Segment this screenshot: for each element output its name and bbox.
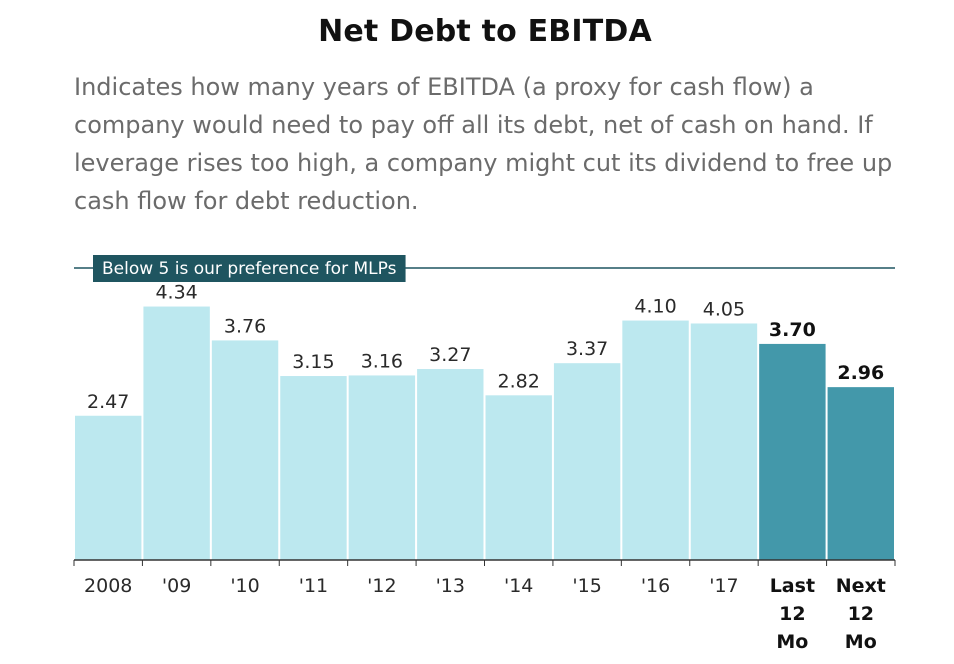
- chart-subtitle: Indicates how many years of EBITDA (a pr…: [74, 73, 893, 215]
- bar-10: [759, 343, 826, 560]
- value-label-4: 3.16: [361, 350, 403, 372]
- bar-4: [348, 375, 416, 560]
- x-tick-label-9: '17: [709, 575, 738, 597]
- reference-label-box: [93, 255, 406, 282]
- bar-2: [211, 340, 279, 560]
- value-label-9: 4.05: [703, 298, 745, 320]
- value-label-5: 3.27: [429, 344, 471, 366]
- bar-chart: 2.47 4.34 3.76 3.15 3.16 3.27 2.82 3.37 4.10 4.05…: [73, 255, 896, 653]
- bar-5: [417, 369, 484, 560]
- bar-11: [827, 387, 894, 560]
- x-tick-label-1: '09: [162, 575, 191, 597]
- reference-line-group: Below 5 is our preference for MLPs: [74, 255, 895, 282]
- value-label-3: 3.15: [292, 351, 334, 373]
- x-tick-label-6: '14: [504, 575, 533, 597]
- value-labels-group: 2.47 4.34 3.76 3.15 3.16 3.27 2.82 3.37 4.10 4.05…: [87, 282, 884, 413]
- chart-title: Net Debt to EBITDA: [318, 14, 652, 49]
- x-tick-label-2: '10: [230, 575, 259, 597]
- value-label-8: 4.10: [634, 296, 676, 318]
- x-tick-label-11: Next 12 Mo: [836, 575, 886, 653]
- value-label-2: 3.76: [224, 315, 266, 337]
- bar-0: [75, 415, 142, 560]
- x-ticks-group: 2008 '09 '10 '11 '12 '13 '14 '15 '16 '17 Last 12 Mo N…: [73, 560, 896, 653]
- x-tick-label-0: 2008: [84, 575, 132, 597]
- x-tick-label-3: '11: [299, 575, 328, 597]
- value-label-1: 4.34: [155, 282, 197, 304]
- bars-group: [75, 306, 894, 560]
- x-tick-label-8: '16: [641, 575, 670, 597]
- value-label-7: 3.37: [566, 338, 608, 360]
- value-label-11: 2.96: [837, 362, 884, 384]
- bar-1: [143, 306, 210, 560]
- value-label-6: 2.82: [498, 370, 540, 392]
- bar-7: [553, 363, 621, 560]
- reference-label: Below 5 is our preference for MLPs: [102, 259, 397, 279]
- bar-3: [280, 376, 347, 560]
- x-tick-label-4: '12: [367, 575, 396, 597]
- x-tick-label-7: '15: [572, 575, 601, 597]
- bar-8: [622, 320, 689, 560]
- x-tick-label-10: Last 12 Mo: [770, 575, 815, 653]
- x-tick-label-5: '13: [436, 575, 465, 597]
- bar-6: [485, 395, 552, 560]
- value-label-10: 3.70: [769, 319, 816, 341]
- value-label-0: 2.47: [87, 391, 129, 413]
- bar-9: [690, 323, 758, 560]
